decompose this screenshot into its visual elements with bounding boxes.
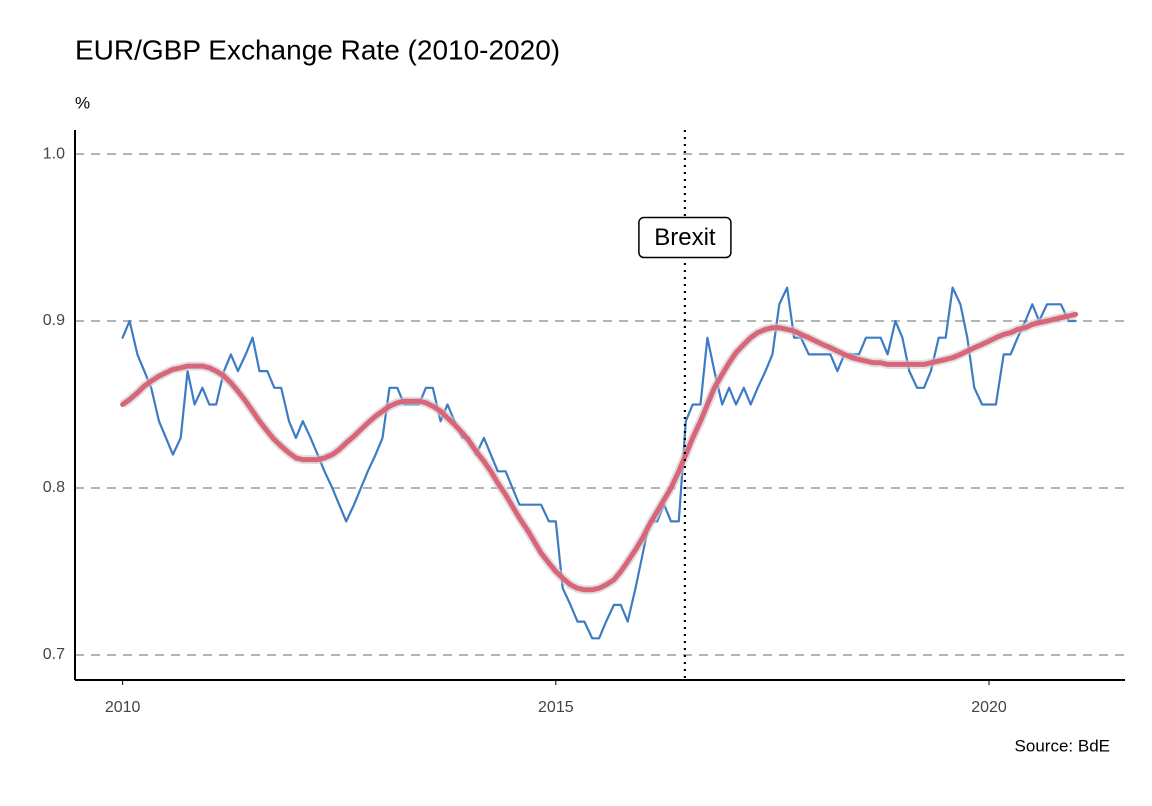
chart-title: EUR/GBP Exchange Rate (2010-2020) [75,34,560,65]
trend-line [120,311,1079,593]
annotation-label: Brexit [654,224,716,251]
y-tick-label: 1.0 [43,145,65,162]
data-line [121,286,1077,640]
x-tick-label: 2010 [105,699,141,716]
y-tick-label: 0.8 [43,479,65,496]
annotation-box [638,216,732,259]
x-tick-label: 2020 [971,699,1007,716]
y-tick-label: 0.7 [43,646,65,663]
source: Source: BdE [1015,736,1110,755]
y-tick-label: 0.9 [43,312,65,329]
y-axis-label: % [75,93,90,112]
x-tick-label: 2015 [538,699,574,716]
